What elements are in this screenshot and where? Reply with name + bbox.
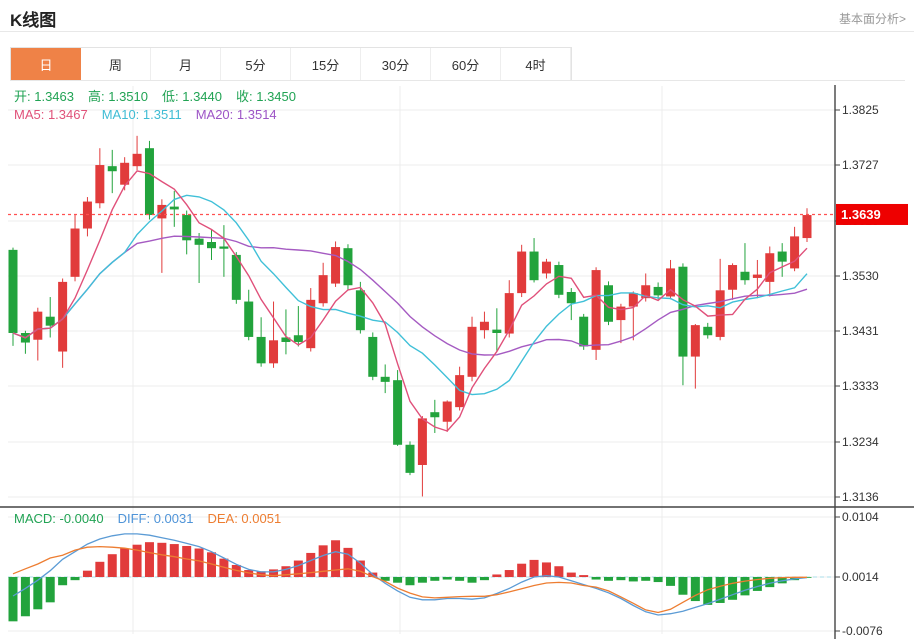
- ohlc-item-0: 开: 1.3463: [14, 89, 74, 104]
- svg-text:-0.0076: -0.0076: [842, 624, 883, 638]
- tab-item-1[interactable]: 周: [81, 48, 151, 80]
- tab-item-3[interactable]: 5分: [221, 48, 291, 80]
- kline-chart-canvas[interactable]: 1.38251.37271.36281.35301.34311.33331.32…: [0, 82, 914, 639]
- macd-item-2: DEA: 0.0051: [207, 511, 282, 526]
- tabbar-bottom-line: [10, 80, 905, 81]
- tab-item-2[interactable]: 月: [151, 48, 221, 80]
- tab-item-5[interactable]: 30分: [361, 48, 431, 80]
- tab-item-7[interactable]: 4时: [501, 48, 571, 80]
- tab-item-4[interactable]: 15分: [291, 48, 361, 80]
- ma-item-2: MA20: 1.3514: [195, 107, 277, 122]
- candles-group: [8, 135, 812, 497]
- y-axis-labels: 1.38251.37271.36281.35301.34311.33331.32…: [835, 103, 883, 638]
- diff-line: [12, 533, 808, 616]
- ohlc-item-3: 收: 1.3450: [236, 89, 296, 104]
- gridlines: [8, 86, 835, 634]
- header-divider: [0, 31, 914, 32]
- macd-item-0: MACD: -0.0040: [14, 511, 104, 526]
- svg-text:1.3825: 1.3825: [842, 103, 879, 117]
- ma20-line: [12, 235, 808, 356]
- current-price-badge: 1.3639: [836, 203, 908, 225]
- macd-item-1: DIFF: 0.0031: [117, 511, 194, 526]
- svg-text:1.3136: 1.3136: [842, 490, 879, 504]
- svg-text:1.3639: 1.3639: [841, 207, 881, 222]
- ohlc-item-1: 高: 1.3510: [88, 89, 148, 104]
- fundamental-analysis-link[interactable]: 基本面分析>: [838, 12, 906, 26]
- tab-item-6[interactable]: 60分: [431, 48, 501, 80]
- ohlc-legend: 开: 1.3463 高: 1.3510 低: 1.3440 收: 1.3450: [14, 86, 310, 105]
- svg-text:0.0104: 0.0104: [842, 510, 879, 524]
- svg-text:1.3431: 1.3431: [842, 324, 879, 338]
- macd-legend: MACD: -0.0040 DIFF: 0.0031 DEA: 0.0051: [14, 511, 295, 526]
- timeframe-tabbar: 日周月 5分 15分 30分 60分 4时: [10, 47, 572, 81]
- svg-text:0.0014: 0.0014: [842, 570, 879, 584]
- dea-line: [12, 545, 807, 614]
- ohlc-item-2: 低: 1.3440: [162, 89, 222, 104]
- svg-text:1.3727: 1.3727: [842, 158, 879, 172]
- page-title: K线图: [10, 11, 57, 30]
- ma-item-1: MA10: 1.3511: [101, 107, 182, 122]
- svg-text:1.3530: 1.3530: [842, 269, 879, 283]
- ma-legend: MA5: 1.3467 MA10: 1.3511 MA20: 1.3514: [14, 107, 291, 122]
- svg-text:1.3333: 1.3333: [842, 379, 879, 393]
- ma5-line: [12, 170, 808, 432]
- ma10-line: [12, 194, 808, 396]
- tab-item-0[interactable]: 日: [11, 48, 81, 80]
- ma-item-0: MA5: 1.3467: [14, 107, 88, 122]
- svg-text:1.3234: 1.3234: [842, 435, 879, 449]
